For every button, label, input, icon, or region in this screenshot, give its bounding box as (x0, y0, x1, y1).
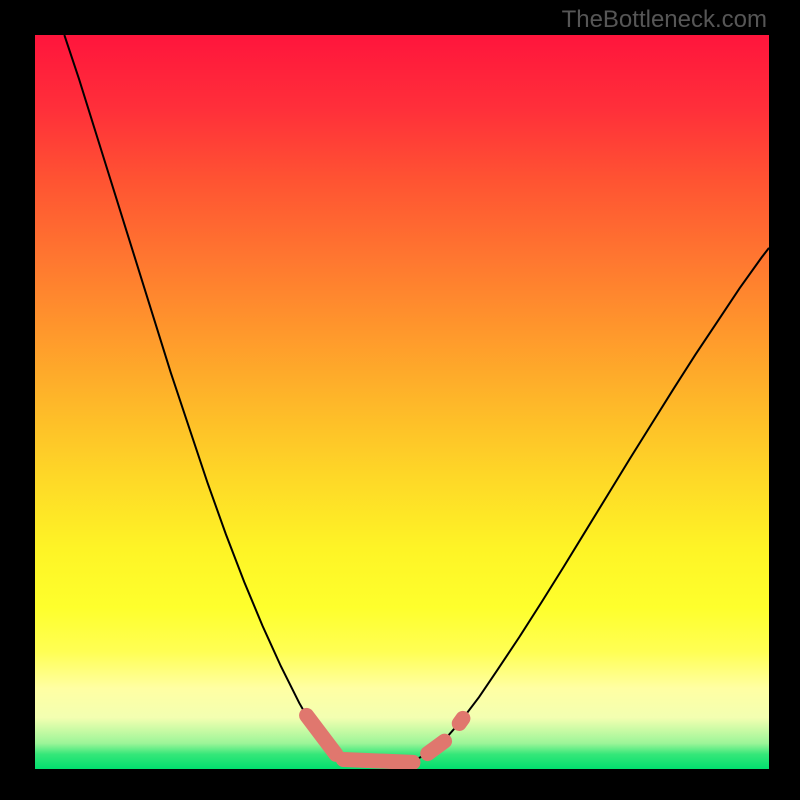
watermark-text: TheBottleneck.com (562, 6, 767, 34)
scatter-segment (459, 718, 463, 723)
scatter-segment (343, 759, 413, 762)
chart-plot (35, 35, 769, 769)
plot-background (35, 35, 769, 769)
chart-frame: TheBottleneck.com (0, 0, 800, 800)
scatter-segment (428, 741, 445, 753)
